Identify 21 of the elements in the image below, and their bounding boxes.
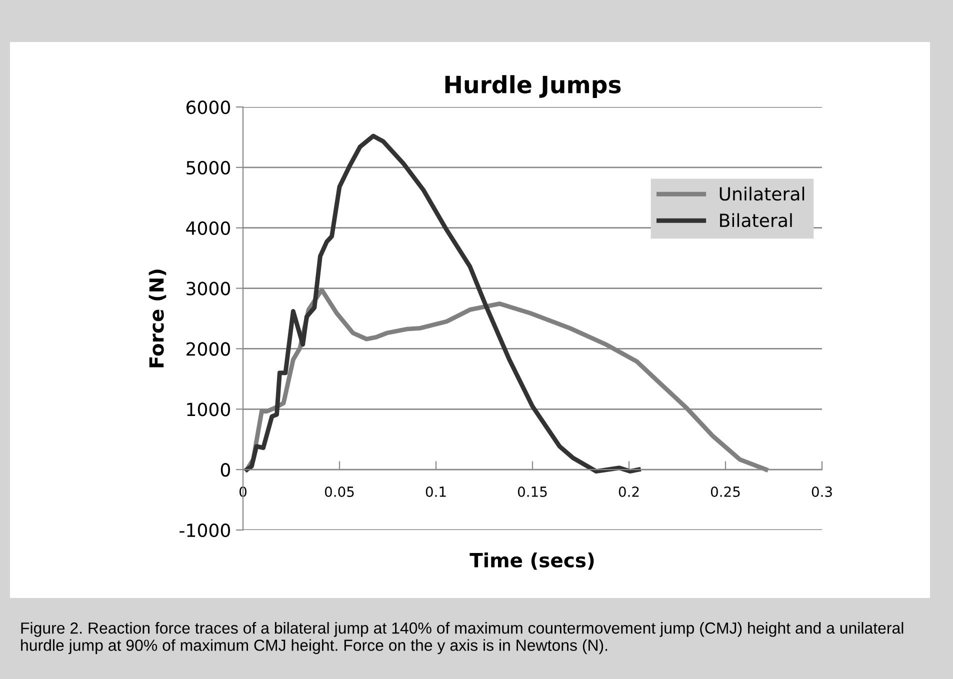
caption: Figure 2. Reaction force traces of a bilateral jump at 140% of maximum countermovement jump (CMJ) height and a unilateral hurdle jump at 90% of maximum CMJ height. Force on the y axis is in Newtons (N). [21, 622, 904, 654]
y-tick-label: 3000 [186, 282, 230, 296]
legend-label: Unilateral [720, 186, 804, 201]
x-tick-label: 0.1 [426, 486, 446, 497]
line-series [244, 134, 641, 474]
y-tick-label: 2000 [186, 342, 230, 356]
y-tick-label: -1000 [180, 523, 230, 538]
y-tick-label: 1000 [187, 402, 230, 416]
x-axis-title: Time (secs) [470, 552, 594, 570]
y-axis-title: Force (N) [148, 270, 166, 368]
y-tick-label: 6000 [186, 100, 230, 114]
x-tick-label: 0.3 [812, 486, 832, 497]
y-tick-label: 4000 [186, 221, 230, 235]
x-tick-label: 0.25 [710, 486, 740, 497]
y-tick-label: 5000 [186, 160, 230, 175]
chart-title: Hurdle Jumps [445, 75, 621, 98]
y-tick-label: 0 [220, 463, 230, 477]
x-tick-label: 0.2 [618, 486, 639, 497]
x-tick-label: 0.05 [324, 486, 354, 497]
x-tick-label: 0.15 [518, 486, 547, 497]
legend-label: Bilateral [720, 213, 792, 228]
